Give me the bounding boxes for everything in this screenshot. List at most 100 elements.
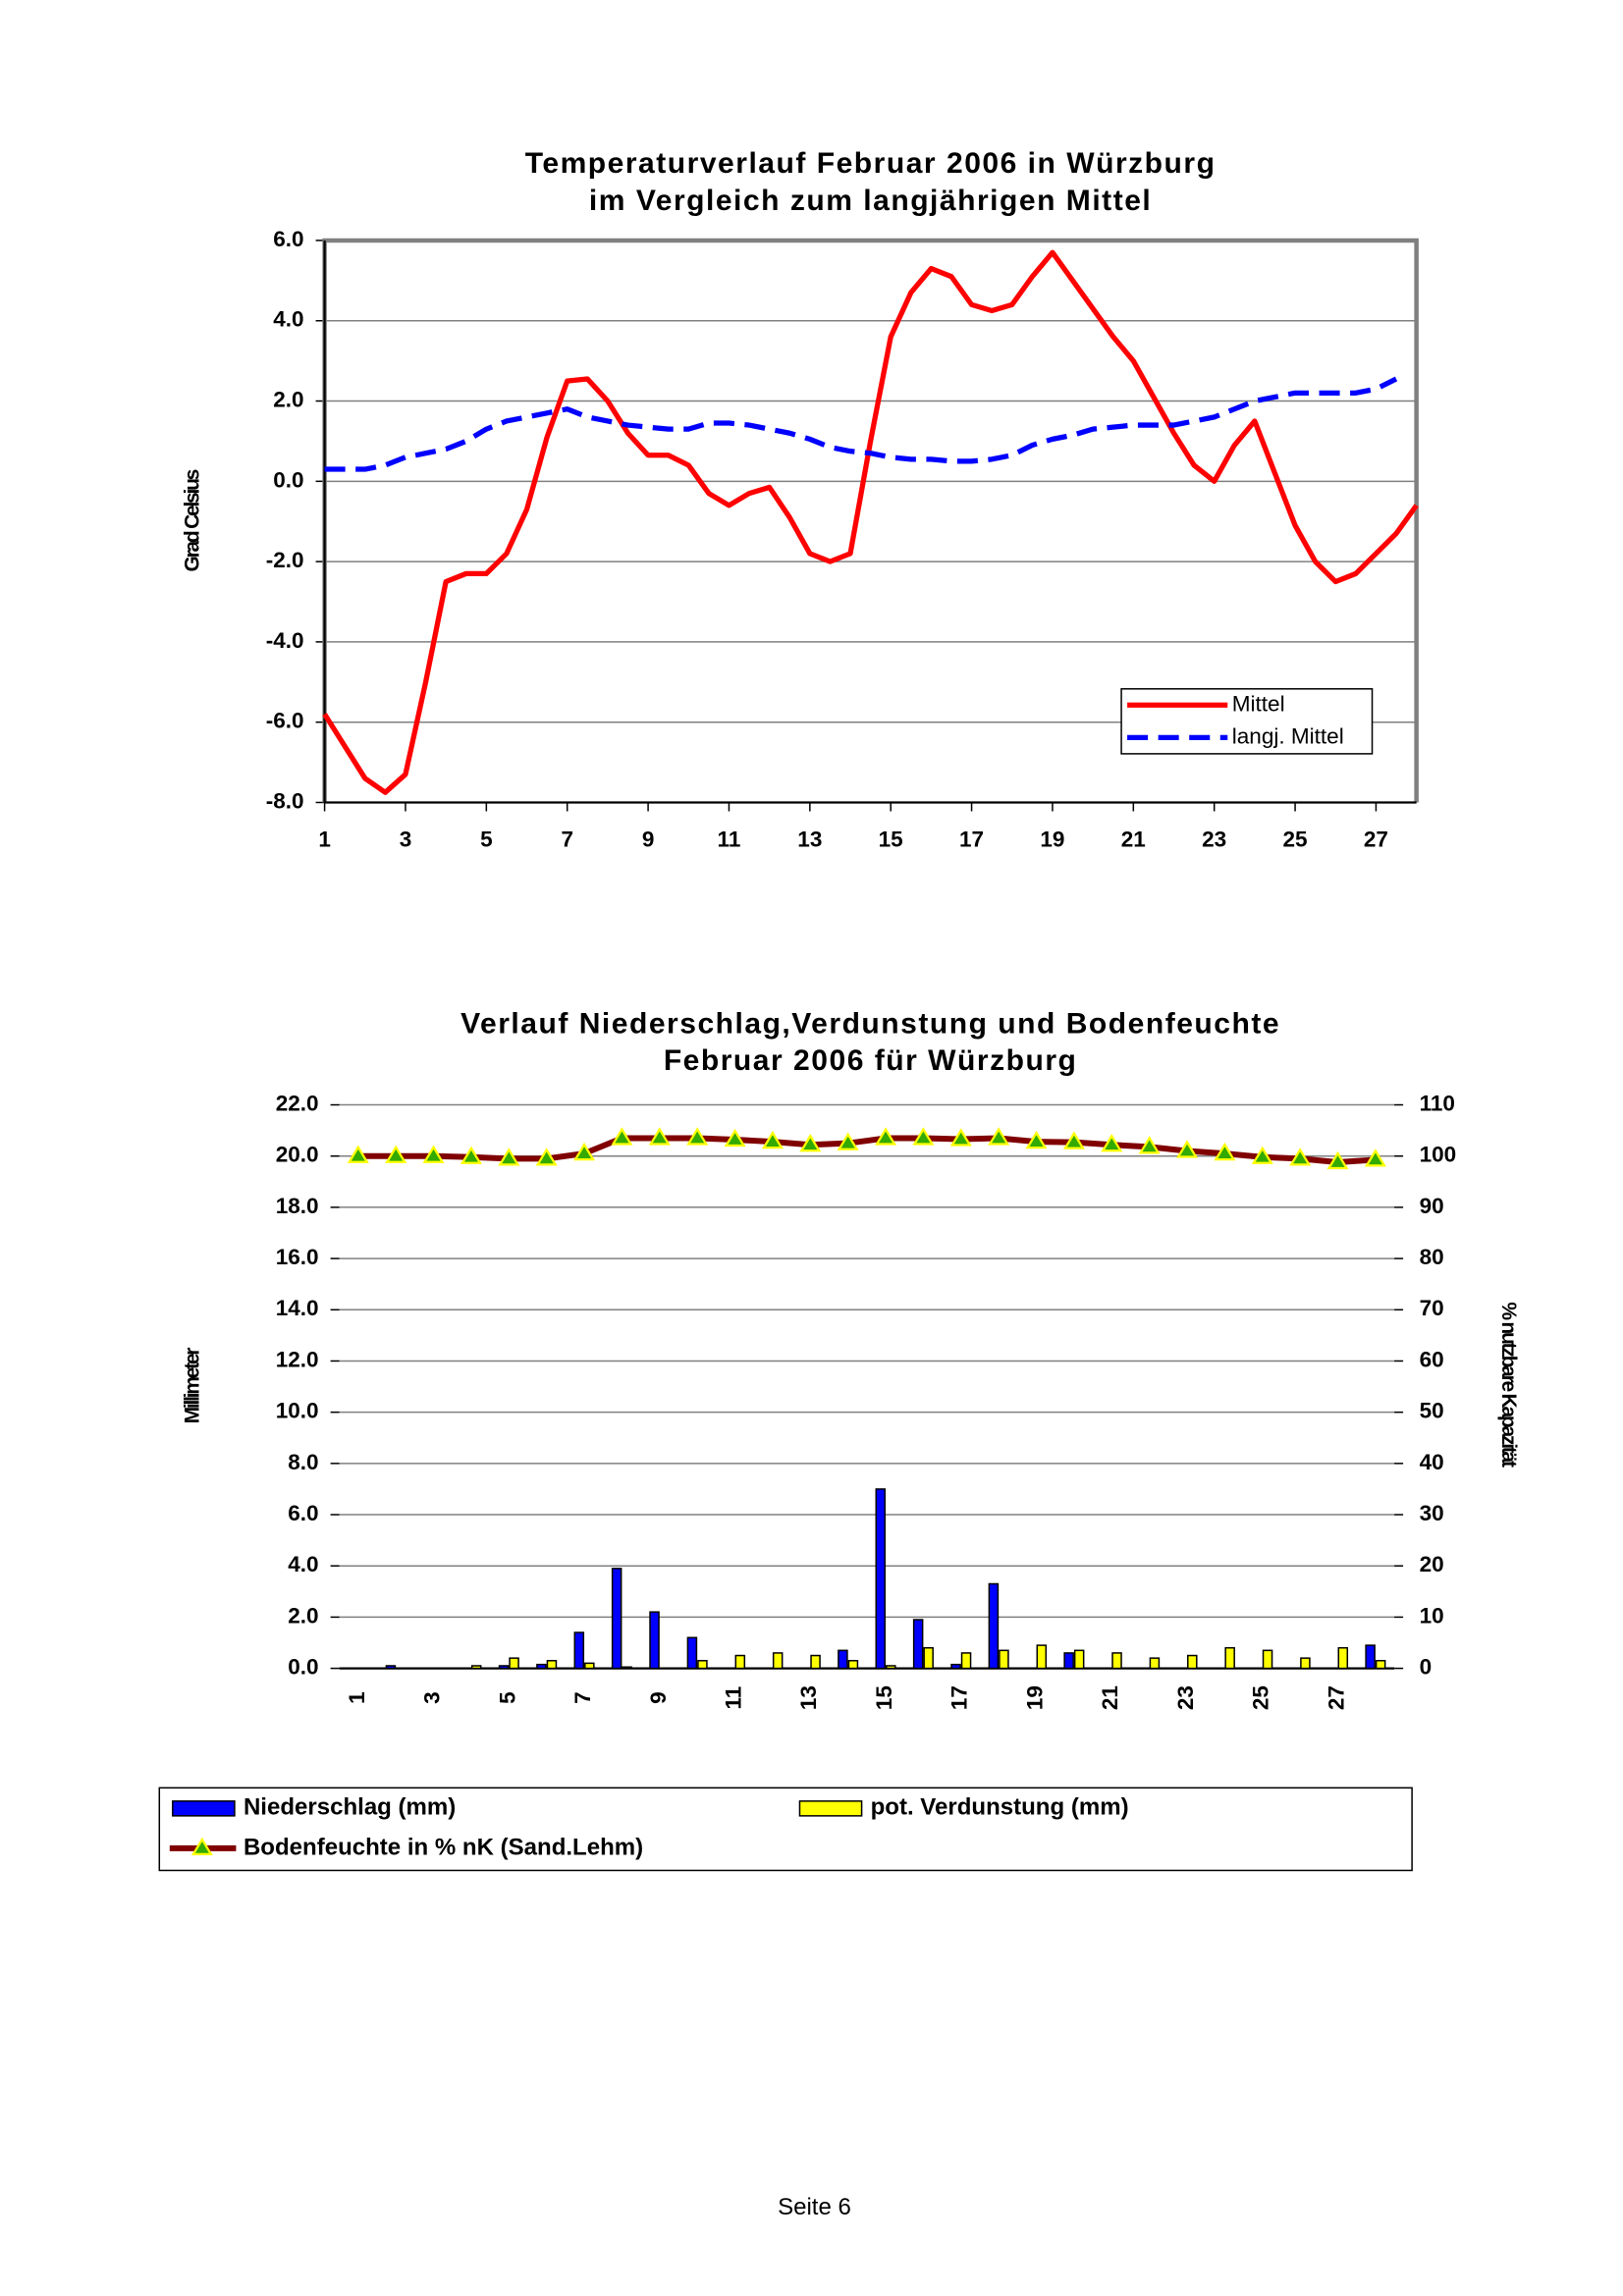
x-tick-label: 1 xyxy=(318,828,331,852)
legend-box xyxy=(1120,688,1374,755)
bar xyxy=(509,1657,519,1670)
line-marker xyxy=(1214,1142,1236,1161)
page-footer: Seite 6 xyxy=(778,2194,851,2220)
x-tick-label: 13 xyxy=(797,828,822,852)
line-marker xyxy=(535,1148,558,1166)
x-tick-label: 19 xyxy=(1022,1685,1047,1710)
line-marker xyxy=(1289,1148,1312,1166)
y2-tick-label: 40 xyxy=(1420,1450,1444,1474)
line-marker xyxy=(1176,1140,1199,1158)
y-tick-label: 20.0 xyxy=(276,1143,319,1167)
x-tick-label: 13 xyxy=(796,1685,821,1710)
y2-tick-label: 80 xyxy=(1420,1245,1444,1269)
x-tick-label: 23 xyxy=(1202,828,1226,852)
y-tick-label: -8.0 xyxy=(266,788,304,813)
bar xyxy=(546,1660,558,1670)
x-tick-label: 9 xyxy=(646,1691,671,1704)
line-marker xyxy=(460,1146,482,1164)
y2-axis-title: % nutzbare Kapazität xyxy=(1497,1302,1520,1468)
line-marker xyxy=(1062,1131,1085,1149)
line-series xyxy=(324,376,1398,472)
x-tick-label: 25 xyxy=(1283,828,1308,852)
bar xyxy=(1063,1652,1074,1670)
bar xyxy=(960,1652,972,1670)
legend-swatch xyxy=(798,1800,863,1817)
line-marker xyxy=(724,1128,746,1148)
legend-box xyxy=(158,1787,1413,1872)
line-series xyxy=(322,249,1419,795)
line-marker xyxy=(1138,1136,1161,1154)
line-marker xyxy=(648,1127,671,1146)
y-tick-label: 8.0 xyxy=(288,1450,318,1474)
y-tick-label: 0.0 xyxy=(273,467,303,492)
y-tick-label: -6.0 xyxy=(266,709,304,733)
legend-label: langj. Mittel xyxy=(1232,723,1344,748)
bar xyxy=(649,1611,660,1670)
y-tick-label: 18.0 xyxy=(276,1194,319,1218)
bar xyxy=(1375,1660,1386,1670)
line-marker xyxy=(949,1128,972,1147)
chart-title: Temperaturverlauf Februar 2006 in Würzbu… xyxy=(525,147,1217,180)
bar xyxy=(536,1663,547,1670)
line-marker xyxy=(1326,1150,1349,1170)
line-marker xyxy=(1101,1134,1123,1152)
x-tick-label: 15 xyxy=(879,828,903,852)
line-marker xyxy=(573,1142,596,1161)
bar xyxy=(999,1649,1009,1670)
bar xyxy=(1073,1649,1085,1670)
x-tick-label: 3 xyxy=(400,828,412,852)
x-tick-label: 17 xyxy=(947,1685,972,1710)
legend-label: Bodenfeuchte in % nK (Sand.Lehm) xyxy=(243,1834,643,1860)
line-marker xyxy=(799,1134,822,1152)
bar xyxy=(838,1649,848,1670)
bar xyxy=(886,1665,896,1670)
line-marker xyxy=(385,1145,407,1163)
bar xyxy=(734,1654,746,1670)
chart-title: Februar 2006 für Würzburg xyxy=(664,1044,1078,1077)
bar xyxy=(1365,1644,1376,1670)
y-axis-title: Grad Celsius xyxy=(181,469,203,571)
bar xyxy=(923,1646,934,1670)
x-tick-label: 23 xyxy=(1173,1685,1198,1710)
y2-tick-label: 10 xyxy=(1420,1603,1444,1628)
y-tick-label: 10.0 xyxy=(276,1399,319,1423)
bar xyxy=(950,1663,961,1670)
y2-tick-label: 70 xyxy=(1420,1296,1444,1320)
bar xyxy=(1262,1649,1273,1670)
y-tick-label: 16.0 xyxy=(276,1245,319,1269)
y-tick-label: 2.0 xyxy=(288,1603,318,1628)
line-marker xyxy=(611,1127,633,1146)
bar xyxy=(584,1662,595,1670)
bar xyxy=(912,1619,924,1670)
bar xyxy=(1036,1644,1048,1670)
line-marker xyxy=(347,1145,369,1163)
bar xyxy=(772,1652,784,1670)
bar xyxy=(1187,1654,1198,1670)
line-marker xyxy=(875,1127,897,1146)
chart-title: im Vergleich zum langjährigen Mittel xyxy=(589,185,1152,217)
line-marker xyxy=(1025,1130,1048,1149)
y-tick-label: 6.0 xyxy=(288,1501,318,1525)
x-tick-label: 1 xyxy=(345,1691,369,1704)
line-marker xyxy=(1251,1146,1273,1164)
y-tick-label: -4.0 xyxy=(266,628,304,653)
x-tick-label: 11 xyxy=(718,828,741,852)
bar xyxy=(847,1660,859,1670)
legend-label: Mittel xyxy=(1232,691,1285,716)
y-tick-label: 14.0 xyxy=(276,1296,319,1320)
bar xyxy=(810,1654,821,1670)
legend-swatch xyxy=(172,1800,236,1817)
x-tick-label: 7 xyxy=(561,828,573,852)
x-tick-label: 21 xyxy=(1098,1685,1122,1710)
chart-title: Verlauf Niederschlag,Verdunstung und Bod… xyxy=(460,1007,1280,1040)
y-tick-label: -2.0 xyxy=(266,548,304,572)
x-tick-label: 25 xyxy=(1249,1685,1273,1710)
x-tick-label: 11 xyxy=(721,1686,745,1710)
legend-swatch xyxy=(190,1837,213,1856)
y-tick-label: 4.0 xyxy=(288,1552,318,1576)
y2-tick-label: 100 xyxy=(1420,1143,1457,1167)
y-tick-label: 4.0 xyxy=(273,307,303,332)
line-series xyxy=(357,1135,1377,1166)
line-marker xyxy=(422,1145,445,1163)
